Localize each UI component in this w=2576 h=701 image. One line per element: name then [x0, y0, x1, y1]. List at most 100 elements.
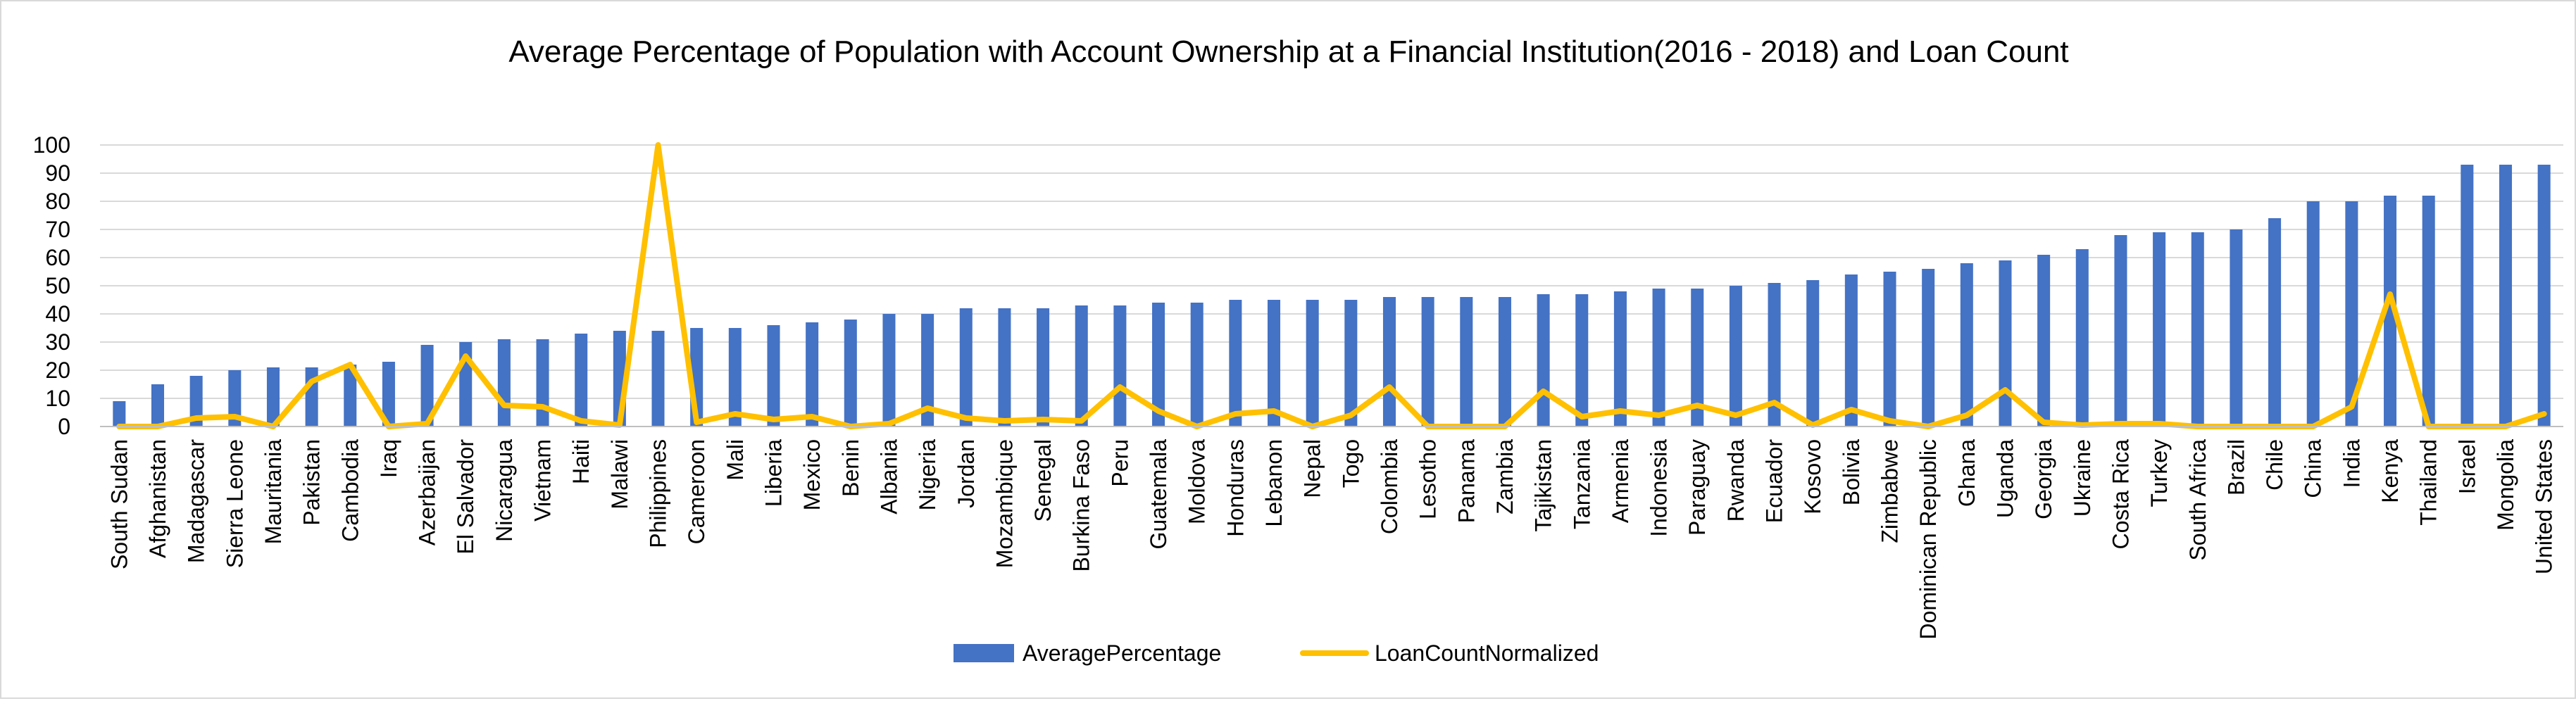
- legend-swatch-average-percentage: [954, 644, 1014, 662]
- category-label: Georgia: [2031, 439, 2056, 519]
- category-label: Paraguay: [1684, 439, 1710, 536]
- bar: [305, 367, 318, 427]
- y-tick-label: 70: [45, 217, 70, 242]
- bar: [2461, 165, 2474, 427]
- bar: [1460, 297, 1473, 427]
- gridlines: [100, 144, 2563, 427]
- bar: [420, 345, 434, 427]
- bar: [2114, 235, 2127, 427]
- category-label: Liberia: [761, 439, 786, 507]
- bar: [1844, 274, 1858, 427]
- category-label: Albania: [876, 439, 901, 514]
- category-label: Dominican Republic: [1915, 439, 1941, 640]
- category-label: China: [2301, 439, 2326, 498]
- category-label: Afghanistan: [145, 439, 170, 558]
- category-label: Colombia: [1377, 439, 1402, 534]
- bar: [1267, 300, 1281, 427]
- category-label: Zimbabwe: [1877, 439, 1903, 543]
- category-label: Indonesia: [1646, 439, 1672, 537]
- category-label: Nigeria: [915, 439, 940, 511]
- bar: [2384, 196, 2397, 427]
- bar: [2191, 232, 2204, 427]
- category-label: Kenya: [2377, 439, 2403, 503]
- bar: [651, 331, 665, 427]
- category-label: Tajikistan: [1531, 439, 1556, 532]
- bar: [1190, 303, 1203, 427]
- bar: [959, 308, 973, 427]
- bar: [2075, 249, 2089, 427]
- category-label: Nicaragua: [492, 439, 517, 542]
- bar: [1421, 297, 1434, 427]
- bar: [806, 322, 819, 427]
- bar: [228, 370, 242, 427]
- category-label: India: [2339, 439, 2364, 488]
- category-label: Azerbaijan: [415, 439, 440, 545]
- category-label: Mozambique: [992, 439, 1017, 568]
- bar: [1113, 305, 1127, 427]
- bar: [1229, 300, 1242, 427]
- category-label: Jordan: [954, 439, 979, 508]
- category-label: Benin: [838, 439, 863, 497]
- bar: [2345, 201, 2358, 427]
- category-label: Ukraine: [2070, 439, 2095, 517]
- bar: [1075, 305, 1088, 427]
- bar: [1037, 308, 1050, 427]
- category-label: South Sudan: [106, 439, 132, 569]
- category-label: Mongolia: [2493, 439, 2518, 531]
- bar: [1652, 289, 1665, 427]
- y-tick-label: 100: [33, 132, 70, 158]
- bar: [1306, 300, 1319, 427]
- category-label: Honduras: [1223, 439, 1248, 537]
- loan-count-line: [116, 142, 2547, 429]
- category-label: Burkina Faso: [1069, 439, 1094, 572]
- bar: [2422, 196, 2435, 427]
- category-label: Sierra Leone: [222, 439, 247, 568]
- bar: [2268, 218, 2282, 427]
- category-label: Malawi: [607, 439, 632, 510]
- category-label: Madagascar: [184, 439, 209, 563]
- category-label: Mali: [723, 439, 748, 481]
- y-tick-label: 20: [45, 358, 70, 383]
- category-label: Tanzania: [1569, 439, 1594, 529]
- category-label: Cameroon: [684, 439, 709, 544]
- bar-series: [113, 165, 2551, 427]
- category-label: Senegal: [1030, 439, 1056, 522]
- bar: [2153, 232, 2166, 427]
- bar: [1960, 263, 1973, 427]
- category-label: Togo: [1338, 439, 1363, 488]
- category-label: Zambia: [1492, 439, 1518, 514]
- bar: [1922, 269, 1935, 427]
- bar: [151, 384, 165, 427]
- bar: [382, 362, 395, 427]
- category-label: Mauritania: [261, 439, 286, 545]
- y-tick-label: 90: [45, 160, 70, 186]
- y-tick-label: 30: [45, 329, 70, 355]
- category-label: Ghana: [1954, 439, 1980, 507]
- bar: [1382, 297, 1396, 427]
- category-label: Rwanda: [1723, 439, 1749, 522]
- category-label: Costa Rica: [2108, 439, 2133, 550]
- bar: [266, 367, 280, 427]
- category-label: Chile: [2262, 439, 2287, 491]
- category-label: Cambodia: [337, 439, 363, 542]
- category-label: Moldova: [1184, 439, 1210, 524]
- category-label: Ecuador: [1762, 439, 1787, 524]
- category-label: El Salvador: [453, 439, 478, 555]
- bar: [1537, 294, 1550, 427]
- category-label: Bolivia: [1839, 439, 1864, 505]
- chart-title: Average Percentage of Population with Ac…: [508, 34, 2068, 69]
- category-label: United States: [2532, 439, 2557, 574]
- category-label: South Africa: [2185, 439, 2211, 561]
- bar: [344, 365, 357, 427]
- category-label: Nepal: [1300, 439, 1325, 498]
- bar: [1152, 303, 1165, 427]
- bar: [1806, 280, 1820, 427]
- bar: [1344, 300, 1358, 427]
- bar: [882, 314, 896, 427]
- bar: [2499, 165, 2513, 427]
- category-label: Guatemala: [1146, 439, 1171, 550]
- bar: [844, 320, 857, 427]
- category-label: Thailand: [2416, 439, 2441, 526]
- bar: [2037, 255, 2051, 427]
